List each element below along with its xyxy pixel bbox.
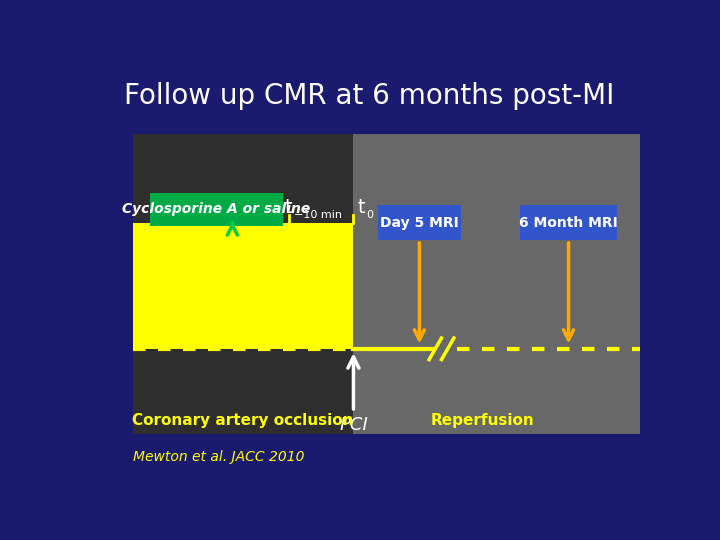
Text: PCI: PCI	[339, 416, 368, 434]
Text: Day 5 MRI: Day 5 MRI	[380, 215, 459, 230]
Bar	[132, 222, 354, 349]
Bar	[150, 193, 283, 226]
Text: 0: 0	[366, 210, 374, 220]
Text: t: t	[357, 198, 365, 217]
Text: Cyclosporine A or saline: Cyclosporine A or saline	[122, 202, 310, 216]
Text: Mewton et al. JACC 2010: Mewton et al. JACC 2010	[132, 450, 304, 464]
Text: Coronary artery occlusion: Coronary artery occlusion	[132, 413, 354, 428]
Bar	[354, 134, 640, 434]
Text: 6 Month MRI: 6 Month MRI	[519, 215, 618, 230]
Bar	[132, 134, 354, 434]
Text: Reperfusion: Reperfusion	[431, 413, 534, 428]
Bar	[520, 205, 617, 240]
Text: t: t	[285, 198, 292, 217]
Text: Follow up CMR at 6 months post-MI: Follow up CMR at 6 months post-MI	[124, 82, 614, 110]
Text: −10 min: −10 min	[294, 210, 342, 220]
Bar	[378, 205, 461, 240]
